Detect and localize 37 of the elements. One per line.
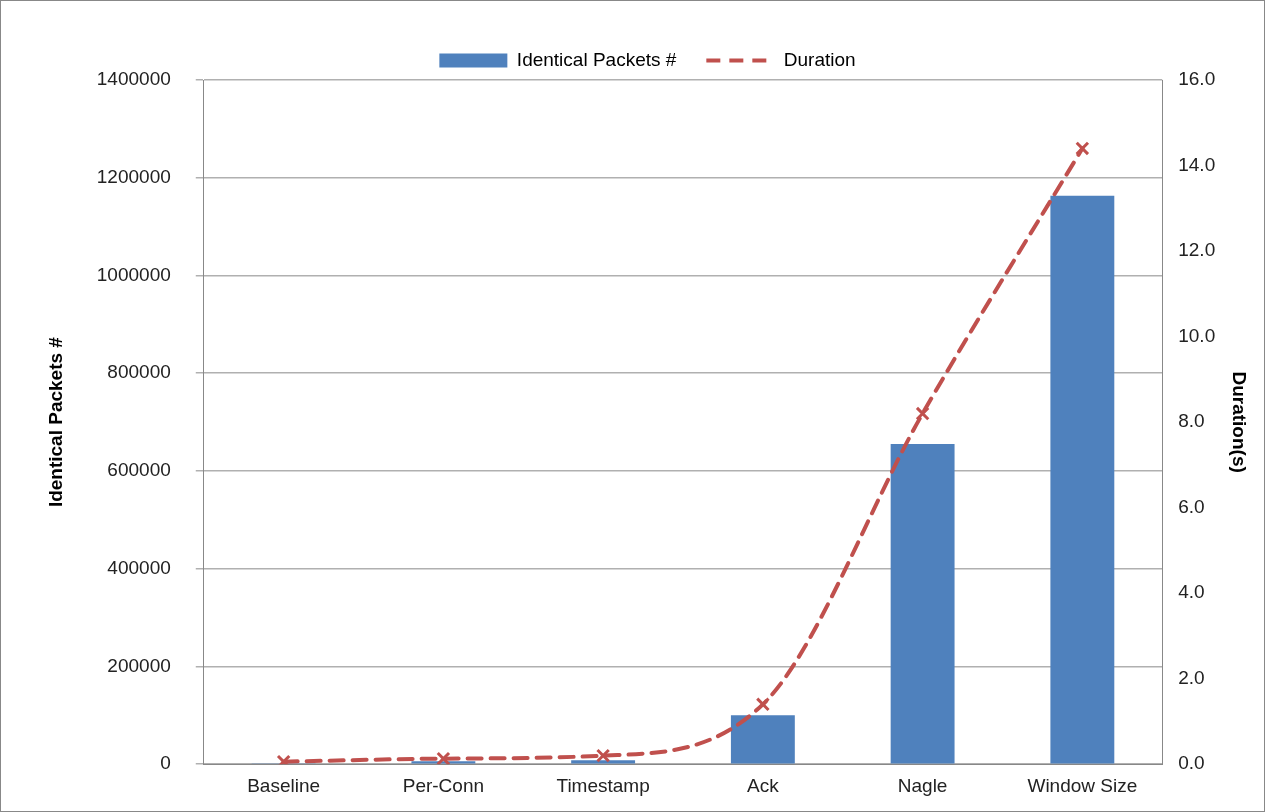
point <box>1075 141 1090 156</box>
point <box>755 697 771 712</box>
y2-tick-label: 10.0 <box>1178 324 1216 346</box>
bar <box>730 715 795 764</box>
y2-tick-label: 8.0 <box>1178 410 1205 432</box>
bar <box>1050 195 1115 764</box>
bar <box>890 444 955 764</box>
y2-tick-label: 4.0 <box>1178 581 1205 603</box>
point <box>595 748 611 763</box>
point <box>915 406 930 421</box>
point <box>276 754 291 765</box>
y-axis-title: Identical Packets # <box>44 336 66 508</box>
x-tick-label: Baseline <box>247 774 321 796</box>
legend-label: Identical Packets # <box>516 48 677 70</box>
x-tick-label: Nagle <box>897 774 948 796</box>
x-tick-label: Window Size <box>1027 774 1138 796</box>
legend-label: Duration <box>783 48 856 70</box>
bar <box>571 760 636 764</box>
y2-tick-label: 14.0 <box>1178 153 1216 175</box>
y2-tick-label: 6.0 <box>1178 495 1205 517</box>
y-tick-label: 800000 <box>107 361 171 383</box>
y2-tick-label: 0.0 <box>1178 752 1205 774</box>
y-tick-label: 0 <box>160 752 171 774</box>
y2-axis-title: Duration(s) <box>1229 371 1251 473</box>
y2-tick-label: 12.0 <box>1178 239 1216 261</box>
y-tick-label: 600000 <box>107 459 171 481</box>
y-tick-label: 1400000 <box>96 68 171 90</box>
point <box>436 751 451 765</box>
x-tick-label: Ack <box>747 774 780 796</box>
y-tick-label: 200000 <box>107 654 171 676</box>
y-tick-label: 400000 <box>107 556 171 578</box>
y-tick-label: 1200000 <box>96 165 171 187</box>
x-tick-label: Per-Conn <box>402 774 485 796</box>
x-tick-label: Timestamp <box>556 774 650 796</box>
y2-tick-label: 2.0 <box>1178 666 1205 688</box>
y2-tick-label: 16.0 <box>1178 68 1216 90</box>
y-tick-label: 1000000 <box>96 263 171 285</box>
